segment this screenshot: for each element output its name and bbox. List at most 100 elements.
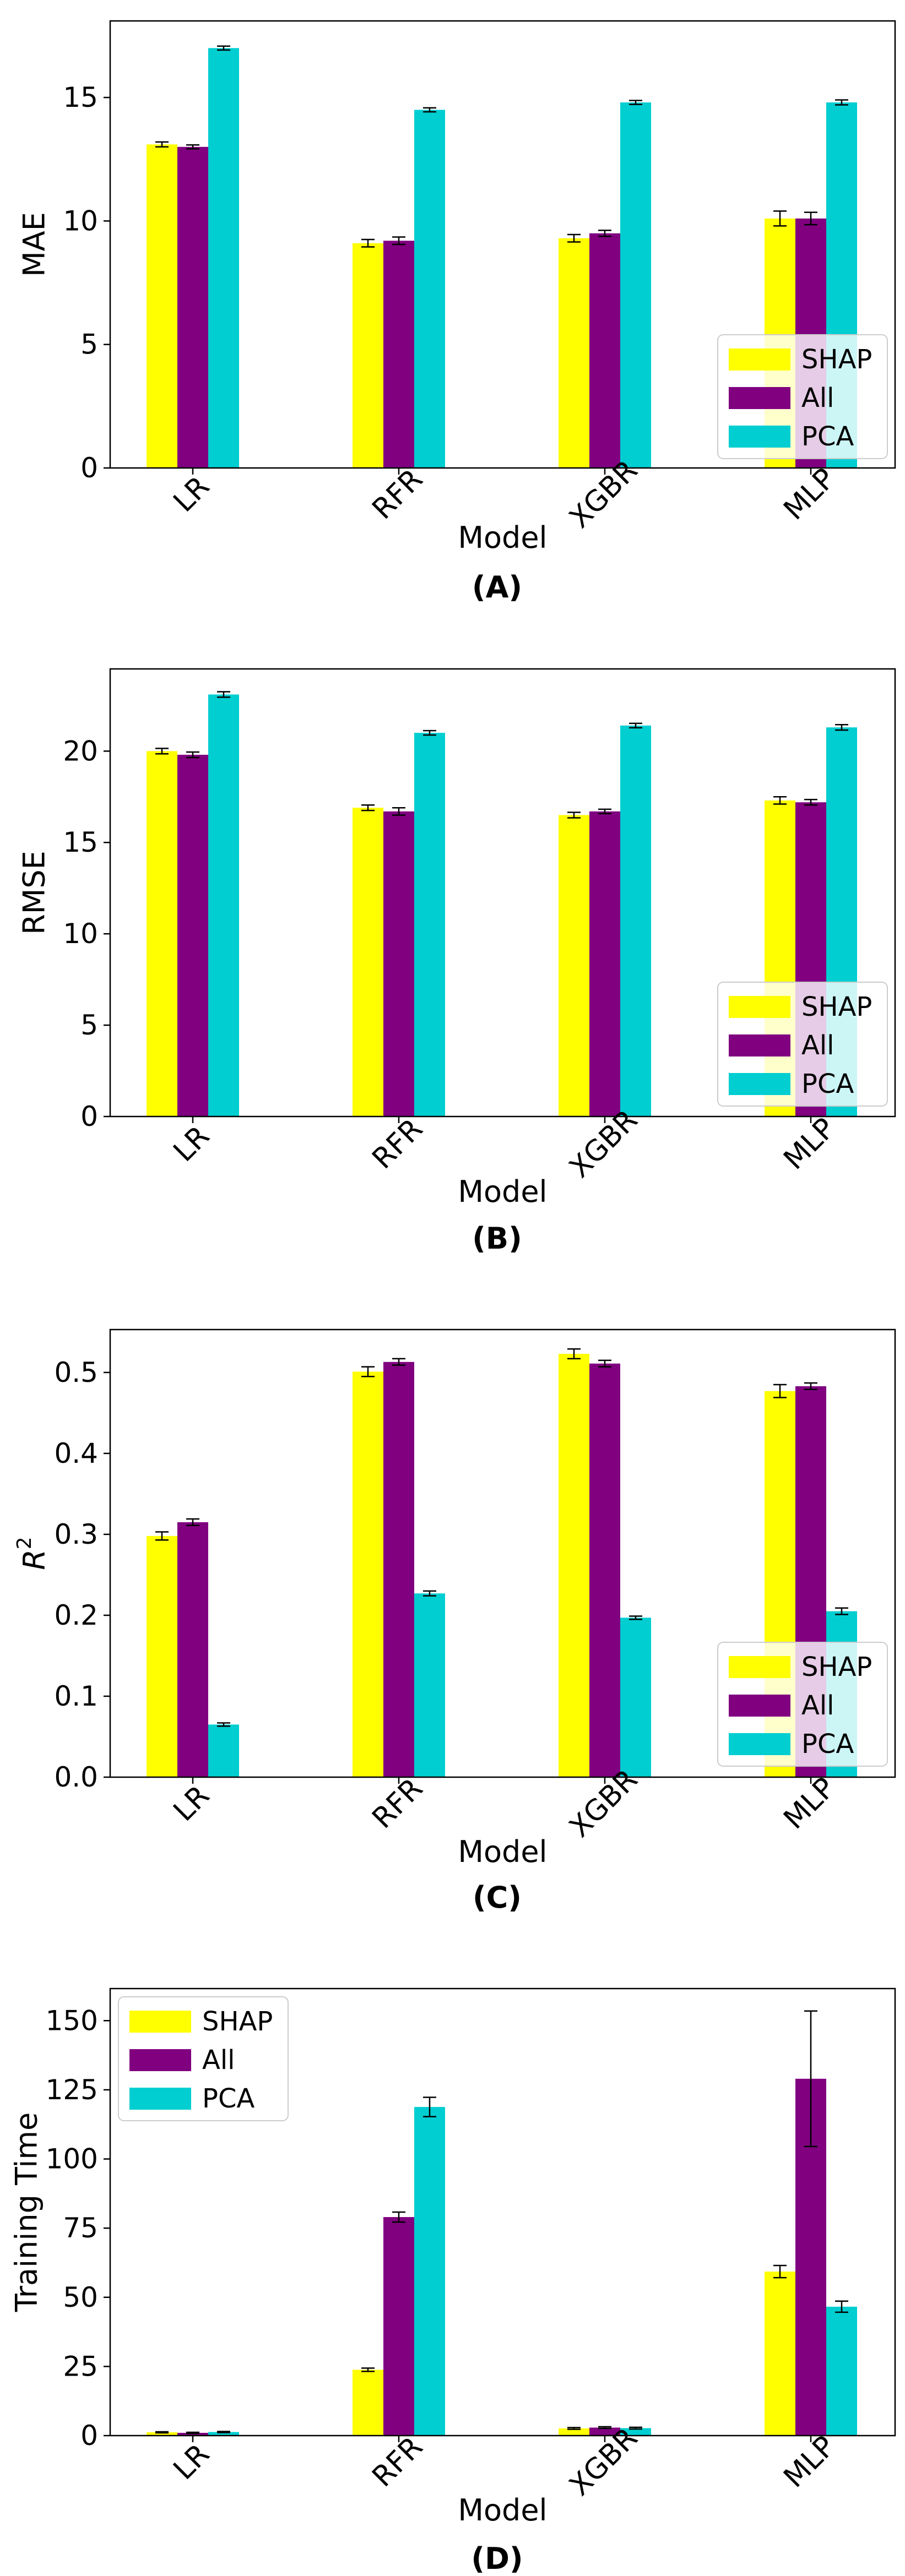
- panel-label: (C): [473, 1880, 522, 1915]
- y-tick-label: 0.3: [54, 1518, 98, 1550]
- y-tick-label: 75: [63, 2212, 98, 2244]
- bar-pca-mlp: [826, 2306, 857, 2436]
- bar-shap-lr: [147, 751, 177, 1117]
- x-axis-label: Model: [458, 520, 547, 555]
- y-tick-label: 15: [63, 81, 98, 113]
- chart-panel-3: LR RFR XGBR MLP0.00.10.20.30.40.5R2Model(C)…: [13, 1328, 896, 1915]
- legend-label-all: All: [801, 383, 834, 413]
- bar-shap-lr: [147, 2432, 177, 2436]
- y-tick-label: 10: [63, 918, 98, 950]
- legend-swatch-pca: [729, 1733, 790, 1755]
- y-tick-label: 150: [46, 2005, 98, 2036]
- y-tick-label: 0.5: [54, 1357, 98, 1388]
- x-axis-label: Model: [458, 1174, 547, 1209]
- x-tick-label-mlp: MLP: [777, 1112, 842, 1176]
- bar-pca-lr: [208, 48, 239, 468]
- y-axis-label: Training Time: [9, 2112, 44, 2312]
- bar-pca-xgbr: [620, 2428, 651, 2436]
- bar-all-rfr: [383, 2217, 414, 2436]
- legend-swatch-shap: [129, 2011, 191, 2033]
- bar-shap-xgbr: [559, 238, 589, 468]
- y-tick-label: 0.2: [54, 1599, 98, 1631]
- legend-label-shap: SHAP: [801, 1652, 872, 1682]
- y-tick-label: 5: [80, 1009, 98, 1041]
- y-axis-label: R2: [13, 1537, 52, 1570]
- legend-label-pca: PCA: [801, 1069, 854, 1099]
- bar-shap-xgbr: [559, 2428, 589, 2436]
- legend-swatch-all: [729, 1695, 790, 1717]
- legend-swatch-pca: [129, 2088, 191, 2110]
- legend-label-all: All: [202, 2045, 235, 2076]
- legend: SHAP All PCA: [717, 1642, 888, 1767]
- plot-frame: [109, 1987, 896, 2437]
- bar-all-xgbr: [589, 233, 620, 468]
- legend-swatch-pca: [729, 1073, 790, 1095]
- legend-label-shap: SHAP: [202, 2006, 273, 2037]
- y-tick-label: 0.4: [54, 1437, 98, 1469]
- bar-shap-xgbr: [559, 815, 589, 1117]
- y-tick-label: 0: [80, 1101, 98, 1132]
- bar-pca-rfr: [414, 2107, 445, 2436]
- bar-pca-lr: [208, 2432, 239, 2436]
- legend-label-pca: PCA: [202, 2083, 254, 2114]
- bar-shap-xgbr: [559, 1354, 589, 1777]
- y-axis-label: RMSE: [17, 851, 52, 935]
- bar-pca-rfr: [414, 1593, 445, 1777]
- y-tick-label: 5: [80, 329, 98, 361]
- bar-pca-rfr: [414, 733, 445, 1117]
- bar-all-rfr: [383, 1361, 414, 1777]
- x-tick-label-mlp: MLP: [777, 2430, 842, 2494]
- legend-swatch-shap: [729, 1656, 790, 1678]
- y-tick-label: 15: [63, 826, 98, 858]
- plot-frame: [109, 668, 896, 1118]
- plot-frame: [109, 1328, 896, 1778]
- bar-pca-lr: [208, 1724, 239, 1777]
- bar-pca-xgbr: [620, 725, 651, 1117]
- legend-swatch-all: [729, 387, 790, 409]
- bar-pca-xgbr: [620, 1618, 651, 1777]
- bar-all-lr: [177, 754, 208, 1117]
- panel-label: (B): [472, 1221, 522, 1256]
- bar-shap-rfr: [353, 2370, 383, 2436]
- bar-all-rfr: [383, 241, 414, 468]
- bar-shap-rfr: [353, 808, 383, 1117]
- x-tick-label-lr: LR: [167, 1120, 216, 1168]
- bar-all-xgbr: [589, 1363, 620, 1777]
- y-axis-label: MAE: [17, 212, 52, 277]
- bar-pca-lr: [208, 694, 239, 1117]
- bar-shap-rfr: [353, 1371, 383, 1777]
- y-tick-label: 0.1: [54, 1680, 98, 1712]
- legend-swatch-all: [129, 2049, 191, 2071]
- x-tick-label-mlp: MLP: [777, 1771, 842, 1836]
- bar-all-lr: [177, 146, 208, 468]
- panel-label: (A): [472, 570, 522, 604]
- legend-label-shap: SHAP: [801, 344, 872, 375]
- legend-label-shap: SHAP: [801, 992, 872, 1022]
- legend: SHAP All PCA: [118, 1996, 289, 2121]
- bar-shap-mlp: [765, 2272, 795, 2436]
- x-tick-label-lr: LR: [167, 470, 216, 519]
- bar-pca-rfr: [414, 110, 445, 469]
- x-axis-label: Model: [458, 1834, 547, 1869]
- legend-label-all: All: [801, 1030, 834, 1061]
- y-tick-label: 0: [80, 452, 98, 484]
- x-tick-label-mlp: MLP: [777, 462, 842, 526]
- y-tick-label: 25: [63, 2350, 98, 2382]
- y-tick-label: 100: [46, 2143, 98, 2175]
- legend-label-pca: PCA: [801, 1729, 854, 1760]
- bar-all-xgbr: [589, 2427, 620, 2436]
- y-tick-label: 0.0: [54, 1761, 98, 1793]
- y-tick-label: 50: [63, 2281, 98, 2313]
- legend-label-pca: PCA: [801, 421, 854, 452]
- y-tick-label: 125: [46, 2074, 98, 2106]
- y-tick-label: 0: [80, 2420, 98, 2452]
- bar-pca-xgbr: [620, 102, 651, 469]
- x-tick-label-rfr: RFR: [366, 1772, 430, 1836]
- bar-shap-lr: [147, 144, 177, 468]
- bar-all-rfr: [383, 811, 414, 1117]
- legend-label-all: All: [801, 1690, 834, 1721]
- legend-swatch-shap: [729, 996, 790, 1018]
